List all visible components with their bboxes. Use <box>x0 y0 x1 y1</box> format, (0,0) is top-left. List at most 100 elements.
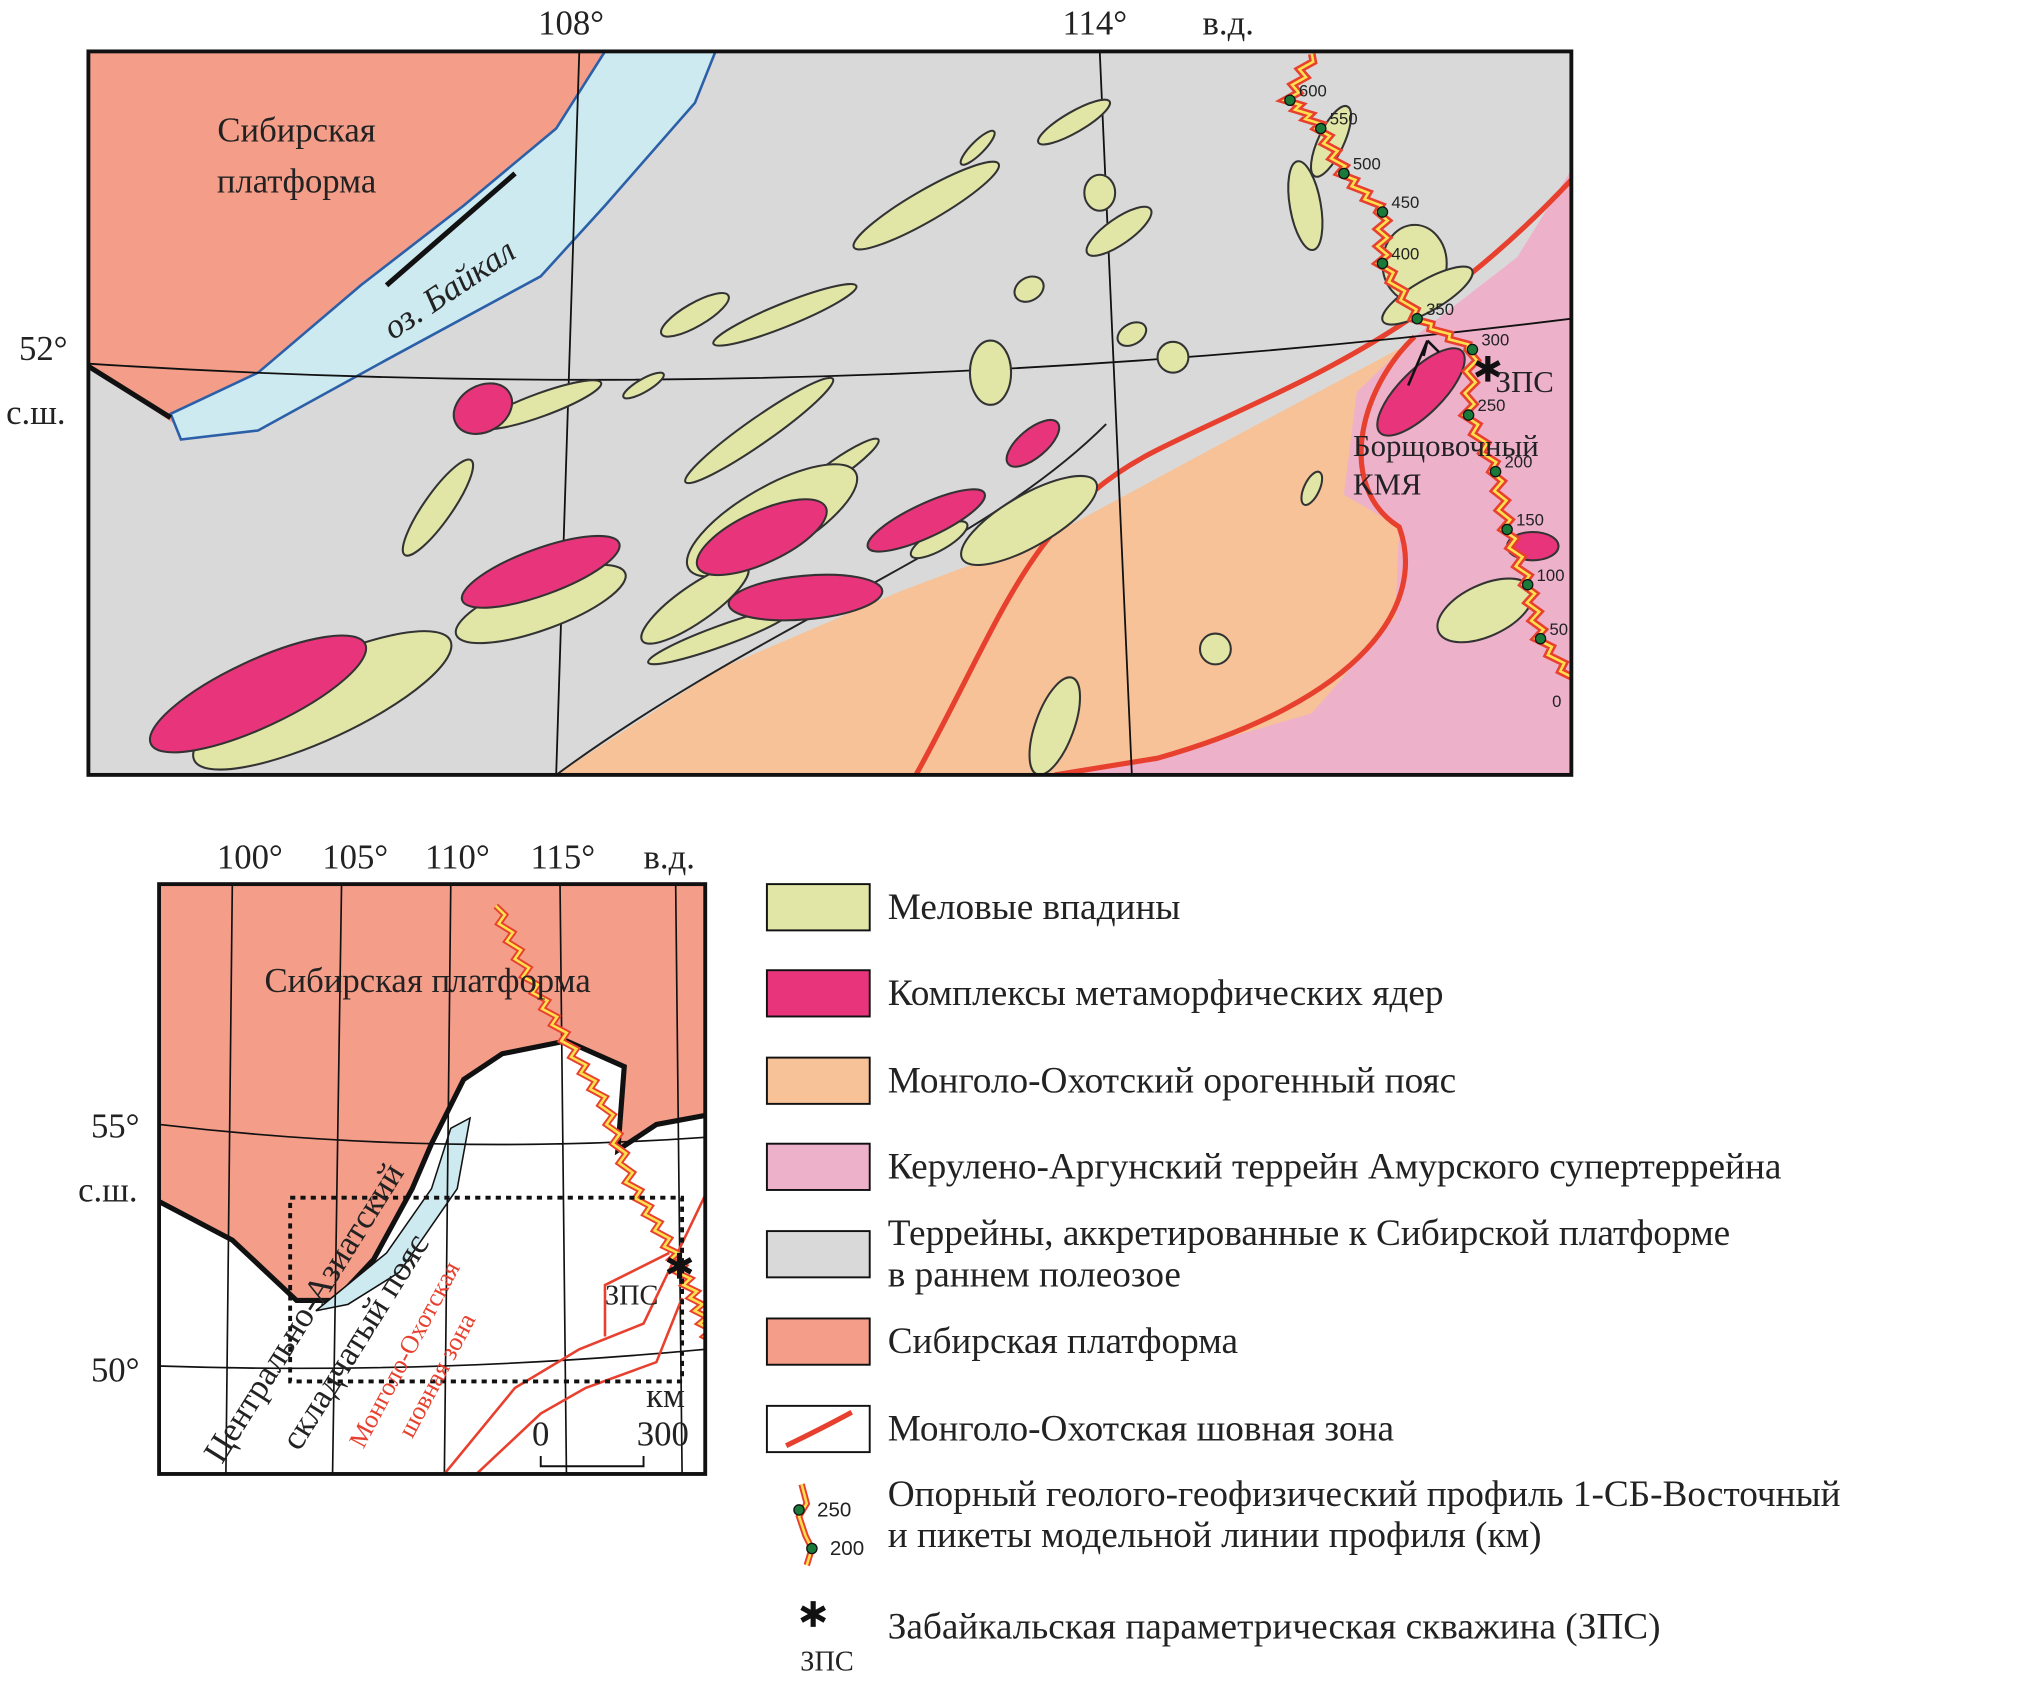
picket <box>1489 465 1502 478</box>
lon-label: 114° <box>1062 4 1127 43</box>
lon-label: в.д. <box>1203 4 1254 43</box>
platform-area <box>88 51 605 425</box>
legend-swatch <box>765 1056 871 1105</box>
picket <box>1284 94 1296 107</box>
well-label: ЗПС <box>1496 365 1554 399</box>
depression <box>622 371 665 400</box>
legend-swatch <box>765 1230 871 1279</box>
picket <box>1501 523 1513 536</box>
picket <box>1534 632 1547 645</box>
legend-swatch <box>765 1142 871 1191</box>
lon-label: 115° <box>530 838 595 877</box>
depression <box>1287 160 1324 252</box>
inset-map <box>157 882 708 1476</box>
depression <box>1300 470 1324 506</box>
lon-label: в.д. <box>644 838 695 877</box>
legend-label: и пикеты модельной линии профиля (км) <box>888 1515 1542 1556</box>
depression <box>1116 321 1148 347</box>
study-area <box>288 1195 685 1384</box>
legend-swatch <box>765 883 871 932</box>
depression <box>959 129 996 166</box>
legend-line <box>785 1410 853 1449</box>
metamorphic-core <box>1005 419 1061 468</box>
picket-label: 100 <box>1537 566 1565 585</box>
picket-label: 0 <box>1552 692 1561 711</box>
legend-label: Монголо-Охотская шовная зона <box>888 1409 1395 1450</box>
legend-label: Монголо-Охотский орогенный пояс <box>888 1060 1456 1101</box>
depression <box>1037 98 1112 146</box>
metamorphic-core <box>460 534 621 609</box>
metamorphic-core <box>727 573 884 622</box>
graticule <box>88 51 1572 775</box>
legend-label: Комплексы метаморфических ядер <box>888 973 1444 1014</box>
lat-label: с.ш. <box>78 1171 137 1210</box>
lat-label: 55° <box>91 1106 140 1145</box>
platform-label: Сибирская платформа <box>264 961 590 1000</box>
lon-label: 108° <box>538 4 604 43</box>
depression <box>660 292 730 338</box>
picket <box>1521 578 1534 591</box>
deposit-label: Борщовочный <box>1353 429 1539 463</box>
picket-label: 450 <box>1391 193 1419 212</box>
legend-well <box>800 1601 826 1627</box>
legend-swatch <box>765 969 871 1018</box>
picket-label: 200 <box>830 1537 864 1560</box>
lon-label: 100° <box>217 838 283 877</box>
metamorphic-core <box>1376 347 1466 437</box>
depression <box>960 474 1099 566</box>
suture-line <box>1054 334 1417 775</box>
orogen-area <box>556 257 1572 775</box>
picket-label: 400 <box>1391 245 1419 264</box>
picket <box>1411 312 1423 325</box>
lon-label: 110° <box>425 838 490 877</box>
picket-label: 300 <box>1481 331 1509 350</box>
scale-tick: 300 <box>637 1415 689 1454</box>
legend-label: Керулено-Аргунский террейн Амурского суп… <box>888 1146 1782 1187</box>
platform-label: платформа <box>217 162 376 201</box>
arrow <box>1406 339 1440 387</box>
picket <box>793 1504 805 1516</box>
well-label: ЗПС <box>605 1280 658 1311</box>
legend-label: в раннем полеозое <box>888 1254 1181 1295</box>
legend-label: Забайкальская параметрическая скважина (… <box>888 1606 1661 1647</box>
lat-label: с.ш. <box>6 393 65 432</box>
inset-platform <box>159 884 706 1301</box>
picket-label: 550 <box>1330 110 1358 129</box>
picket <box>1376 257 1389 270</box>
inset-frame <box>157 882 708 1476</box>
profile-line-core <box>1281 53 1572 679</box>
inset-profile-core <box>494 905 706 1339</box>
baikal <box>315 1116 472 1312</box>
baikal <box>168 51 717 441</box>
depression <box>968 339 1013 406</box>
depression <box>1083 173 1117 212</box>
picket-label: 600 <box>1299 81 1327 100</box>
scale-bar <box>539 1455 645 1468</box>
scale-tick: 0 <box>532 1415 549 1454</box>
metamorphic-core <box>148 634 368 754</box>
lat-label: 50° <box>91 1350 140 1389</box>
lon-label: 105° <box>322 838 388 877</box>
depressions <box>148 98 1560 775</box>
depression <box>684 376 835 485</box>
picket-label: 50 <box>1550 620 1569 639</box>
legend-label: Террейны, аккретированные к Сибирской пл… <box>888 1213 1731 1254</box>
picket <box>1462 409 1475 421</box>
picket <box>1314 122 1327 135</box>
depression <box>1198 632 1232 666</box>
depression <box>1085 205 1153 257</box>
suture-line <box>443 1194 706 1474</box>
depression <box>1381 265 1474 326</box>
picket-label: 250 <box>1478 396 1506 415</box>
depression <box>1013 275 1045 303</box>
picket <box>806 1542 818 1555</box>
picket <box>1573 682 1583 692</box>
legend-well-label: ЗПС <box>800 1647 853 1678</box>
depression <box>1309 104 1353 178</box>
picket-label: 150 <box>1516 511 1544 530</box>
legend-label: Сибирская платформа <box>888 1321 1239 1362</box>
